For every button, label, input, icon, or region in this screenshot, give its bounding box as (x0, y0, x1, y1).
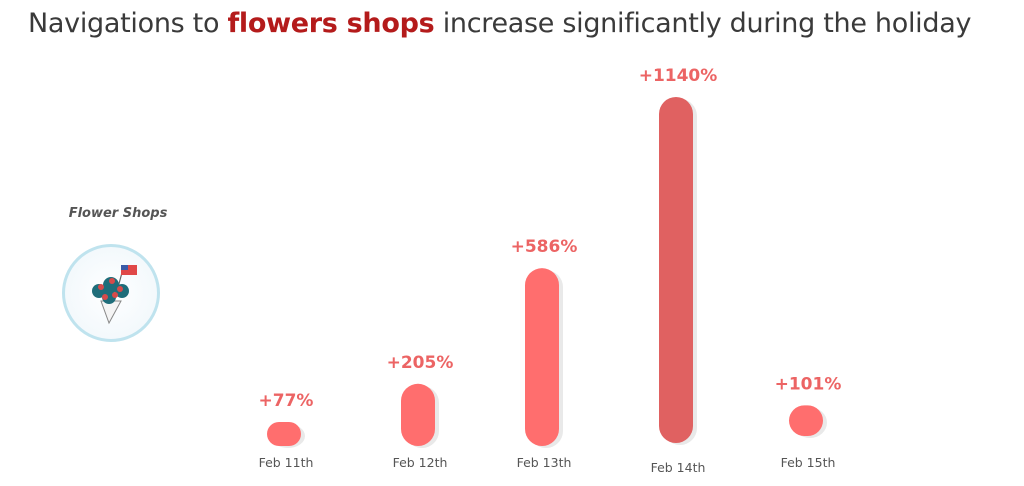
title-text: Navigations to (28, 8, 228, 39)
x-tick-label: Feb 11th (259, 455, 314, 470)
data-label: +1140% (639, 66, 718, 86)
bar-2 (525, 268, 559, 446)
data-label: +586% (511, 237, 578, 257)
data-label: +205% (387, 353, 454, 373)
x-tick-label: Feb 12th (393, 455, 448, 470)
bar-0 (267, 422, 301, 446)
flower-shop-icon (62, 244, 160, 342)
x-tick-label: Feb 14th (651, 460, 706, 475)
x-tick-label: Feb 15th (781, 455, 836, 470)
category-label: Flower Shops (68, 206, 168, 221)
title-text-end: increase significantly during the holida… (434, 8, 972, 39)
data-label: +77% (259, 391, 314, 411)
bar-4 (789, 405, 823, 436)
bar-1 (401, 383, 435, 446)
title-highlight: flowers shops (227, 8, 435, 39)
bar-3 (659, 97, 693, 443)
flower-bouquet-icon (92, 265, 137, 325)
x-tick-label: Feb 13th (517, 455, 572, 470)
data-label: +101% (775, 374, 842, 394)
chart-title: Navigations to flowers shops increase si… (28, 8, 971, 39)
